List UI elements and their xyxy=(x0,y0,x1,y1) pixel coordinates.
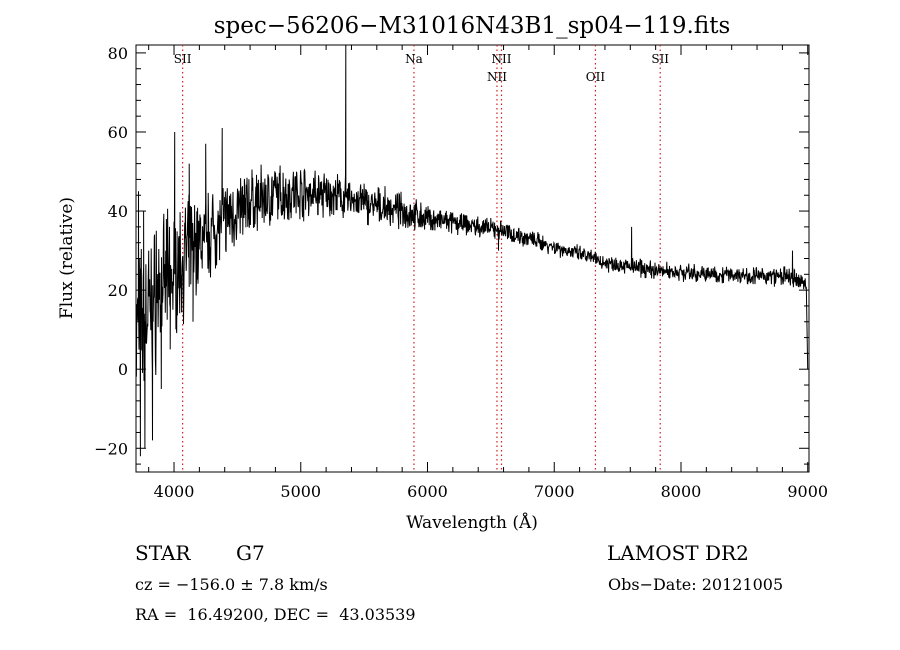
survey-name: LAMOST DR2 xyxy=(607,541,749,565)
axis-ticks: 4000 5000 6000 7000 8000 9000 −20 0 20 40 60 80 xyxy=(94,44,828,501)
x-tick-label: 9000 xyxy=(787,482,828,501)
y-tick-label: 20 xyxy=(108,281,128,300)
y-tick-label: 40 xyxy=(108,202,128,221)
x-tick-label: 4000 xyxy=(154,482,195,501)
spectrum-series-line xyxy=(135,44,809,457)
y-tick-label: 0 xyxy=(118,360,128,379)
x-axis-label: Wavelength (Å) xyxy=(406,512,538,533)
object-subclass: G7 xyxy=(236,541,265,565)
marker-label: NII xyxy=(487,70,507,84)
marker-label: Na xyxy=(405,52,423,66)
emission-line-markers: SII Na NII NII OII SII xyxy=(174,45,669,472)
x-tick-label: 5000 xyxy=(280,482,321,501)
x-tick-label: 6000 xyxy=(407,482,448,501)
marker-label: SII xyxy=(651,52,669,66)
y-axis-label: Flux (relative) xyxy=(57,197,77,319)
y-tick-label: −20 xyxy=(94,439,128,458)
redshift-cz: cz = −156.0 ± 7.8 km/s xyxy=(135,575,328,594)
spectrum-chart: spec−56206−M31016N43B1_sp04−119.fits SII… xyxy=(57,13,828,533)
coordinates: RA = 16.49200, DEC = 43.03539 xyxy=(135,605,416,624)
x-tick-label: 8000 xyxy=(661,482,702,501)
observation-date: Obs−Date: 20121005 xyxy=(608,575,784,594)
object-class: STAR xyxy=(135,541,191,565)
y-tick-label: 80 xyxy=(108,44,128,63)
marker-label: OII xyxy=(586,70,606,84)
x-tick-label: 7000 xyxy=(534,482,575,501)
plot-frame xyxy=(135,44,810,473)
chart-title: spec−56206−M31016N43B1_sp04−119.fits xyxy=(214,13,731,39)
y-tick-label: 60 xyxy=(108,123,128,142)
marker-label: NII xyxy=(492,52,512,66)
marker-label: SII xyxy=(174,52,192,66)
